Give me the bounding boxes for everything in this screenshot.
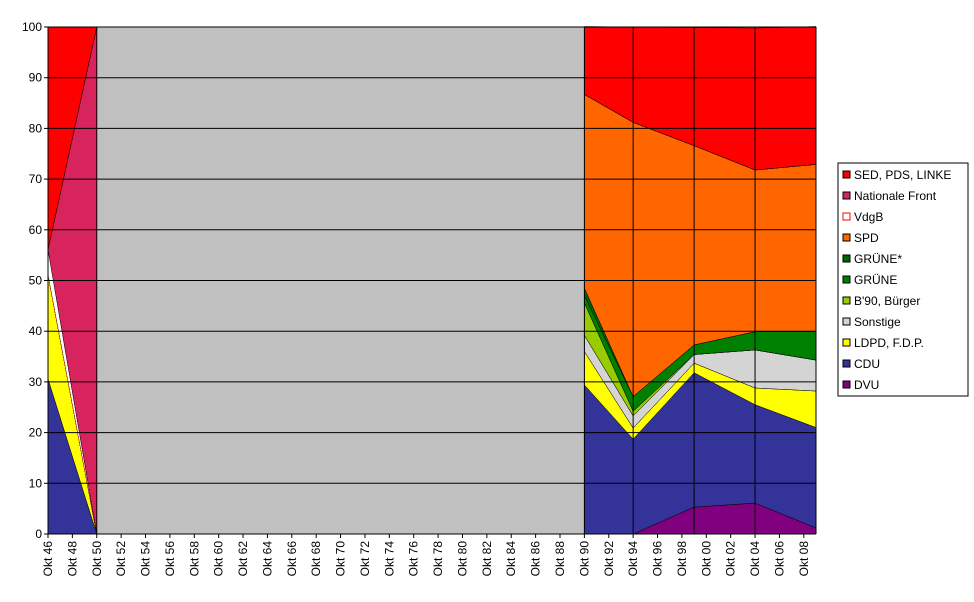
x-tick-label: Okt 70 bbox=[334, 541, 348, 577]
areas bbox=[47, 26, 817, 535]
y-tick-label: 0 bbox=[35, 527, 42, 541]
x-tick-label: Okt 06 bbox=[772, 541, 786, 577]
y-tick-label: 50 bbox=[29, 274, 43, 288]
y-tick-label: 100 bbox=[22, 20, 42, 34]
x-tick-label: Okt 78 bbox=[431, 541, 445, 577]
x-tick-label: Okt 04 bbox=[748, 541, 762, 577]
x-tick-label: Okt 92 bbox=[602, 541, 616, 577]
x-tick-label: Okt 66 bbox=[285, 541, 299, 577]
x-tick-label: Okt 94 bbox=[626, 541, 640, 577]
legend-swatch bbox=[842, 317, 851, 326]
x-tick-label: Okt 60 bbox=[212, 541, 226, 577]
legend-label: DVU bbox=[854, 378, 879, 392]
x-tick-label: Okt 72 bbox=[358, 541, 372, 577]
x-tick-label: Okt 46 bbox=[41, 541, 55, 577]
x-tick-label: Okt 58 bbox=[187, 541, 201, 577]
legend-swatch bbox=[842, 380, 851, 389]
legend-swatch bbox=[842, 191, 851, 200]
x-tick-label: Okt 98 bbox=[675, 541, 689, 577]
x-tick-label: Okt 86 bbox=[529, 541, 543, 577]
y-tick-label: 80 bbox=[29, 121, 43, 135]
legend-label: LDPD, F.D.P. bbox=[854, 336, 924, 350]
legend-swatch bbox=[842, 359, 851, 368]
x-tick-label: Okt 50 bbox=[90, 541, 104, 577]
x-tick-label: Okt 48 bbox=[65, 541, 79, 577]
legend-label: SPD bbox=[854, 231, 879, 245]
legend-swatch bbox=[842, 296, 851, 305]
x-tick-label: Okt 00 bbox=[699, 541, 713, 577]
legend-box bbox=[837, 162, 969, 397]
x-tick-label: Okt 02 bbox=[724, 541, 738, 577]
x-tick-label: Okt 56 bbox=[163, 541, 177, 577]
legend-swatch bbox=[842, 170, 851, 179]
y-tick-label: 30 bbox=[29, 375, 43, 389]
y-tick-label: 60 bbox=[29, 223, 43, 237]
legend-label: GRÜNE bbox=[854, 273, 897, 287]
x-tick-label: Okt 84 bbox=[504, 541, 518, 577]
x-tick-label: Okt 80 bbox=[455, 541, 469, 577]
legend-label: Sonstige bbox=[854, 315, 901, 329]
legend-swatch bbox=[842, 212, 851, 221]
x-tick-label: Okt 64 bbox=[260, 541, 274, 577]
x-tick-label: Okt 74 bbox=[382, 541, 396, 577]
legend-label: VdgB bbox=[854, 210, 883, 224]
x-tick-label: Okt 76 bbox=[407, 541, 421, 577]
y-tick-label: 20 bbox=[29, 426, 43, 440]
legend-swatch bbox=[842, 233, 851, 242]
legend-label: B'90, Bürger bbox=[854, 294, 920, 308]
legend-swatch bbox=[842, 254, 851, 263]
y-tick-label: 40 bbox=[29, 324, 43, 338]
x-tick-label: Okt 90 bbox=[577, 541, 591, 577]
legend-label: Nationale Front bbox=[854, 189, 937, 203]
y-tick-label: 10 bbox=[29, 476, 43, 490]
legend-swatch bbox=[842, 338, 851, 347]
x-tick-label: Okt 68 bbox=[309, 541, 323, 577]
x-tick-label: Okt 62 bbox=[236, 541, 250, 577]
legend-label: SED, PDS, LINKE bbox=[854, 168, 951, 182]
x-tick-label: Okt 54 bbox=[139, 541, 153, 577]
x-tick-label: Okt 88 bbox=[553, 541, 567, 577]
legend-swatch bbox=[842, 275, 851, 284]
y-tick-label: 90 bbox=[29, 71, 43, 85]
x-tick-label: Okt 82 bbox=[480, 541, 494, 577]
legend-label: CDU bbox=[854, 357, 880, 371]
x-tick-label: Okt 08 bbox=[797, 541, 811, 577]
legend-label: GRÜNE* bbox=[854, 252, 902, 266]
x-tick-label: Okt 52 bbox=[114, 541, 128, 577]
y-tick-label: 70 bbox=[29, 172, 43, 186]
x-tick-label: Okt 96 bbox=[651, 541, 665, 577]
